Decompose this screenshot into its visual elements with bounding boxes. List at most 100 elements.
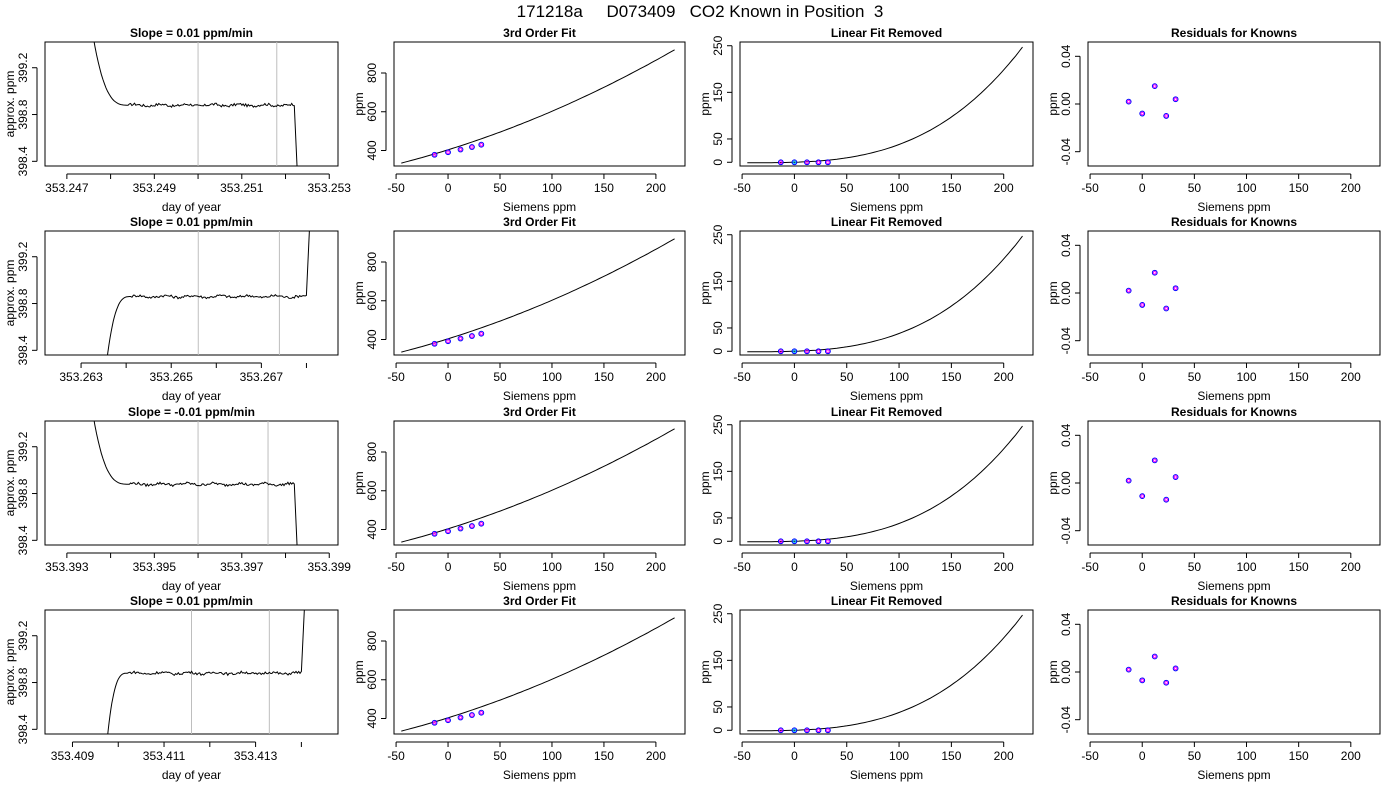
- known-point: [815, 159, 822, 166]
- known-point: [431, 530, 438, 537]
- y-tick-label: 0.04: [1059, 44, 1073, 68]
- y-axis-label: ppm: [698, 471, 712, 494]
- known-point-center: [1140, 678, 1144, 683]
- known-point-center: [826, 539, 830, 544]
- x-tick-label: 100: [542, 749, 562, 763]
- known-point-center: [432, 721, 437, 725]
- known-point: [791, 348, 798, 355]
- known-point: [804, 159, 810, 166]
- known-point: [1125, 477, 1132, 484]
- x-axis-label: Siemens ppm: [503, 389, 576, 403]
- known-point-center: [1164, 497, 1168, 502]
- panel-title: 3rd Order Fit: [503, 594, 576, 608]
- x-tick-label: 50: [1188, 181, 1202, 195]
- known-point: [478, 709, 485, 716]
- fit-curve: [401, 617, 675, 732]
- known-point: [825, 159, 831, 166]
- x-tick-label: 100: [1236, 181, 1256, 195]
- known-point: [1172, 285, 1179, 292]
- panel-title: 3rd Order Fit: [503, 215, 576, 229]
- y-axis-label: ppm: [698, 92, 712, 115]
- y-tick-label: -0.04: [1059, 517, 1073, 545]
- plot-frame: [739, 609, 1034, 735]
- x-tick-label: 0: [445, 370, 452, 384]
- fit-curve: [747, 46, 1023, 164]
- y-tick-label: 399.2: [16, 431, 30, 461]
- known-point-center: [1173, 475, 1178, 479]
- x-tick-label: -50: [733, 370, 751, 384]
- x-tick-label: 100: [889, 181, 909, 195]
- panel-title: Residuals for Knowns: [1171, 594, 1297, 608]
- y-axis-label: approx. ppm: [3, 639, 17, 706]
- y-tick-label: 600: [365, 669, 379, 689]
- panel-title: Residuals for Knowns: [1171, 405, 1297, 419]
- known-point-center: [792, 728, 797, 733]
- plot-frame: [1087, 230, 1381, 356]
- y-tick-label: -0.04: [1059, 138, 1073, 166]
- figure-title: 171218a D073409 CO2 Known in Position 3: [516, 2, 884, 21]
- x-tick-label: 100: [1236, 749, 1256, 763]
- x-tick-label: 50: [1188, 560, 1202, 574]
- known-point-center: [1164, 680, 1168, 685]
- known-point-center: [458, 715, 463, 720]
- known-point: [469, 523, 475, 529]
- known-point-center: [1164, 114, 1168, 118]
- known-point: [1163, 496, 1170, 503]
- x-tick-label: 150: [941, 181, 961, 195]
- known-point-center: [432, 153, 437, 157]
- x-tick-label: 0: [445, 181, 452, 195]
- known-point: [1172, 665, 1179, 672]
- y-tick-label: 0: [711, 727, 725, 734]
- known-point-center: [479, 521, 484, 526]
- panel-title: Linear Fit Removed: [831, 405, 942, 419]
- x-tick-label: 353.397: [220, 560, 264, 574]
- known-point: [1139, 493, 1146, 500]
- x-tick-label: 353.399: [308, 560, 352, 574]
- y-tick-label: 600: [365, 290, 379, 310]
- panel-title: Linear Fit Removed: [831, 26, 942, 40]
- known-point-center: [1152, 84, 1157, 88]
- x-tick-label: 200: [1341, 560, 1361, 574]
- known-point: [777, 538, 784, 545]
- y-axis-label: approx. ppm: [3, 260, 17, 327]
- x-tick-label: 200: [994, 749, 1014, 763]
- x-tick-label: 0: [1139, 370, 1146, 384]
- known-point-center: [446, 150, 450, 154]
- y-tick-label: 400: [365, 708, 379, 728]
- y-tick-label: 50: [711, 321, 725, 335]
- known-point-center: [792, 539, 797, 544]
- known-point-center: [479, 142, 484, 147]
- x-tick-label: 353.253: [308, 181, 352, 195]
- fit-curve: [747, 425, 1023, 543]
- x-tick-label: 150: [1289, 181, 1309, 195]
- plot-frame: [393, 41, 686, 167]
- y-tick-label: 800: [365, 631, 379, 651]
- known-point: [445, 338, 451, 345]
- x-axis-label: Siemens ppm: [850, 389, 923, 403]
- known-point: [777, 727, 784, 734]
- concentration-trace: [93, 421, 298, 545]
- known-point: [815, 727, 822, 734]
- y-tick-label: 398.4: [16, 335, 30, 365]
- known-point-center: [792, 160, 797, 165]
- known-point: [431, 340, 438, 347]
- y-tick-label: 150: [711, 650, 725, 670]
- x-tick-label: 353.413: [234, 749, 278, 763]
- known-point-center: [1152, 654, 1157, 659]
- x-tick-label: -50: [1081, 370, 1099, 384]
- known-point-center: [826, 160, 830, 165]
- fit-curve: [401, 428, 675, 543]
- x-tick-label: -50: [733, 560, 751, 574]
- known-point: [1163, 305, 1170, 312]
- known-point-center: [1140, 111, 1144, 116]
- known-point-center: [816, 349, 821, 354]
- known-point: [457, 335, 464, 342]
- y-tick-label: 398.8: [16, 667, 30, 697]
- x-tick-label: 353.395: [133, 560, 177, 574]
- x-tick-label: -50: [1081, 181, 1099, 195]
- y-axis-label: ppm: [1046, 92, 1060, 115]
- x-tick-label: 50: [493, 370, 507, 384]
- plot-frame: [739, 420, 1034, 546]
- x-axis-label: Siemens ppm: [1197, 389, 1270, 403]
- panel-title: Residuals for Knowns: [1171, 26, 1297, 40]
